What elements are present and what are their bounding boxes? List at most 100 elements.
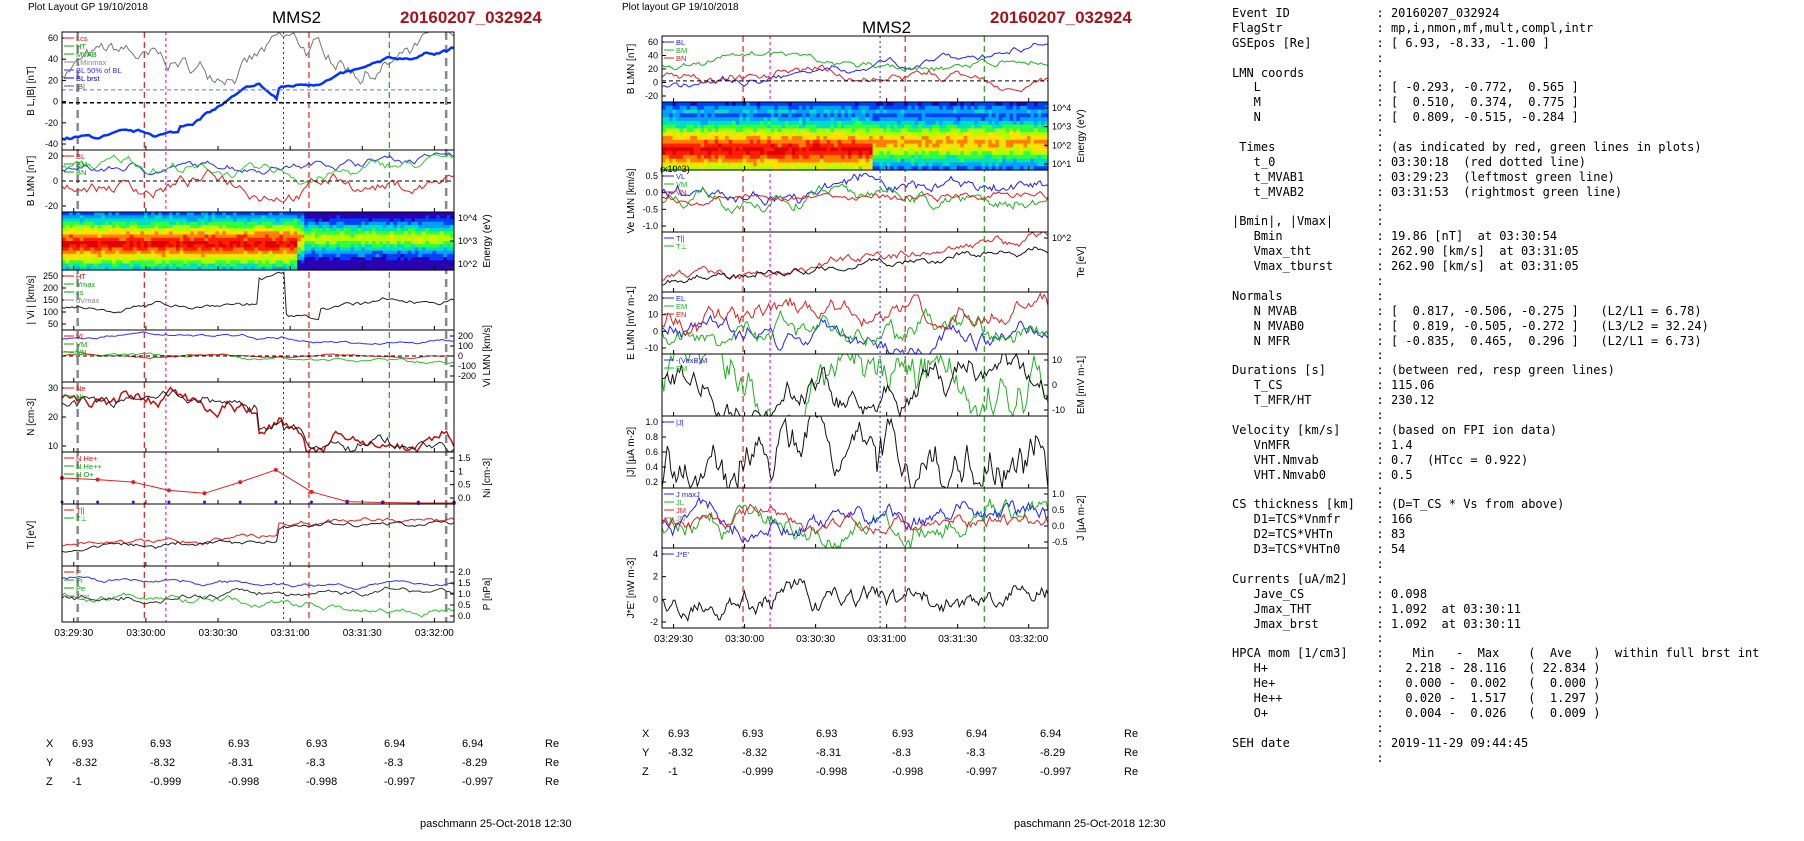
info-line: N MVAB : [ 0.817, -0.506, -0.275 ] (L2/L… xyxy=(1232,303,1702,318)
y-tick-label: 10^2 xyxy=(458,259,477,269)
vexb-m-line xyxy=(661,352,1049,418)
legend-entry: N He+ xyxy=(76,454,98,463)
y-tick-label: 40 xyxy=(648,51,658,61)
y-tick-label: 60 xyxy=(48,33,58,43)
y-tick-label: -2 xyxy=(650,617,658,627)
info-line: M : [ 0.510, 0.374, 0.775 ] xyxy=(1232,95,1579,110)
info-line: FlagStr : mp,i,nmon,mf,mult,compl,intr xyxy=(1232,20,1594,35)
info-line: N : [ 0.809, -0.515, -0.284 ] xyxy=(1232,110,1579,125)
coord-value: 6.94 xyxy=(1040,728,1062,740)
y-tick-label: 0.4 xyxy=(645,462,658,472)
y-axis-label: |J| [µA m-2] xyxy=(626,427,637,478)
y-tick-label: 20 xyxy=(48,151,58,161)
coord-unit: Re xyxy=(545,776,560,788)
bm-line xyxy=(61,153,455,185)
info-line: Currents [uA/m2] : xyxy=(1232,571,1384,586)
coord-value: -8.3 xyxy=(892,747,911,759)
legend-entry: MVAB xyxy=(76,50,97,59)
y-tick-label: 10^2 xyxy=(1052,233,1071,243)
y-tick-label: 0 xyxy=(53,176,58,186)
info-line: : xyxy=(1232,750,1384,765)
legend-entry: N He++ xyxy=(76,462,102,471)
info-line: Vmax_tburst : 262.90 [km/s] at 03:31:05 xyxy=(1232,259,1579,274)
panel-frame xyxy=(661,231,1049,293)
legend-entry: Vmax xyxy=(76,280,95,289)
legend-entry: T|| xyxy=(76,506,85,515)
y-tick-label: 0.0 xyxy=(458,493,471,503)
y-tick-label: -0.5 xyxy=(1052,537,1068,547)
y-tick-label: 1.0 xyxy=(1052,489,1065,499)
y-tick-label: 2.0 xyxy=(458,567,471,577)
info-line: t_MVAB2 : 03:31:53 (rightmost green line… xyxy=(1232,184,1623,199)
coord-y-label: Y xyxy=(642,747,650,759)
info-line: : xyxy=(1232,482,1384,497)
coord-z-label: Z xyxy=(46,776,53,788)
bm-line xyxy=(661,50,1049,72)
coord-value: 6.93 xyxy=(892,728,914,740)
info-line: Vmax_tht : 262.90 [km/s] at 03:31:05 xyxy=(1232,244,1579,259)
y-axis-label: B L,|B| [nT] xyxy=(26,66,37,116)
jn-line xyxy=(661,503,1049,535)
coord-value: 6.94 xyxy=(966,728,988,740)
legend-entry: EM xyxy=(676,302,687,311)
coord-value: -1 xyxy=(668,766,678,778)
y-tick-label: 1.5 xyxy=(458,578,471,588)
j-magnitude-line xyxy=(661,415,1049,490)
legend-entry: dVmax xyxy=(76,296,100,305)
o-plus-point xyxy=(203,500,207,504)
o-plus-point xyxy=(167,500,171,504)
y-tick-label: 1.0 xyxy=(458,589,471,599)
y-axis-label: N [cm-3] xyxy=(26,398,37,436)
x-tick-label: 03:30:30 xyxy=(199,628,238,639)
legend-entry: EN xyxy=(676,310,686,319)
coord-value: -0.998 xyxy=(306,776,338,788)
coord-value: 6.93 xyxy=(668,728,690,740)
y-tick-label: 4 xyxy=(653,549,658,559)
y-tick-label: 200 xyxy=(458,331,473,341)
p-line xyxy=(61,576,455,590)
coord-value: -0.997 xyxy=(966,766,998,778)
right-spacecraft-title: MMS2 xyxy=(862,18,912,37)
y-axis-label: Vi LMN [km/s] xyxy=(482,325,493,387)
y-tick-label: 10^1 xyxy=(1052,159,1071,169)
legend-entry: cs xyxy=(76,288,84,297)
info-line: CS thickness [km] : (D=T_CS * Vs from ab… xyxy=(1232,497,1565,512)
coord-value: -1 xyxy=(72,776,82,788)
y-tick-label: 0.5 xyxy=(458,600,471,610)
legend-entry: |B| xyxy=(76,82,85,91)
bl-brst-line xyxy=(61,46,455,141)
legend-entry: BL 50% of BL xyxy=(76,66,122,75)
jm-line xyxy=(661,496,1049,544)
legend-entry: T⊥ xyxy=(76,514,88,523)
panel-frame xyxy=(61,451,455,505)
x-tick-label: 03:32:00 xyxy=(1009,634,1048,645)
y-axis-label: B LMN [nT] xyxy=(26,156,37,207)
ve-m-line xyxy=(661,183,1049,215)
coord-value: -8.3 xyxy=(966,747,985,759)
coord-value: -0.997 xyxy=(384,776,416,788)
y-tick-label: 20 xyxy=(648,64,658,74)
info-line: D2=TCS*VHTn : 83 xyxy=(1232,527,1406,542)
y-tick-label: 40 xyxy=(48,54,58,64)
coord-value: -8.3 xyxy=(306,757,325,769)
y-tick-label: 10 xyxy=(48,441,58,451)
info-line: : xyxy=(1232,199,1384,214)
o-plus-point xyxy=(309,500,313,504)
y-tick-label: 2 xyxy=(653,572,658,582)
he-plus-plus-point xyxy=(131,480,136,485)
he-plus-plus-point xyxy=(166,488,171,493)
left-spacecraft-title: MMS2 xyxy=(272,8,322,27)
info-line: He++ : 0.020 - 1.517 ( 1.297 ) xyxy=(1232,690,1601,705)
coord-value: -8.32 xyxy=(742,747,768,759)
info-line: Bmin : 19.86 [nT] at 03:30:54 xyxy=(1232,229,1558,244)
coord-value: -0.999 xyxy=(742,766,774,778)
legend-entry: EM xyxy=(676,364,687,373)
legend-entry: HT xyxy=(76,272,86,281)
he-plus-plus-point xyxy=(202,491,207,496)
y-tick-label: 20 xyxy=(648,293,658,303)
legend-entry: Pe xyxy=(76,584,85,593)
info-line: : xyxy=(1232,631,1384,646)
left-layout-label: Plot Layout GP 19/10/2018 xyxy=(28,2,148,13)
y-tick-label: 100 xyxy=(43,307,58,317)
